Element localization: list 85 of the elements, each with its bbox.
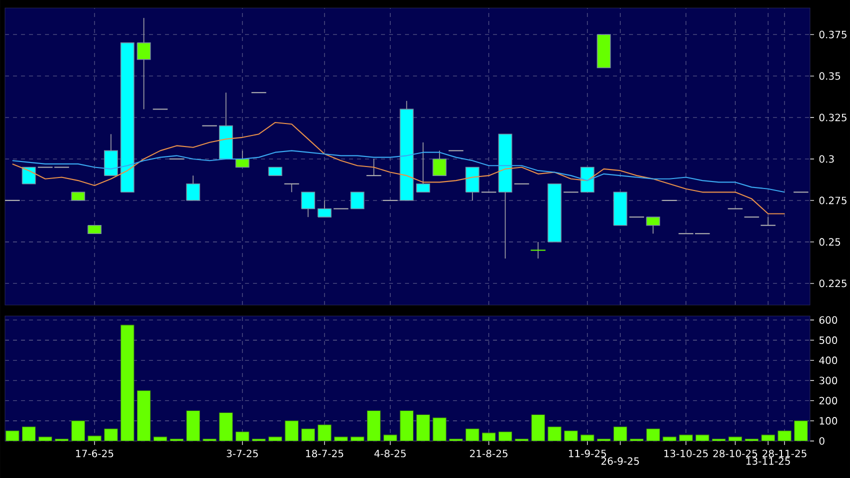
bar <box>662 436 676 441</box>
candlestick <box>301 192 316 218</box>
y-tick-label: 0.225 <box>819 280 846 288</box>
bar <box>284 420 299 441</box>
x-tick-label: 17-6-25 <box>76 450 114 458</box>
bar <box>498 432 512 441</box>
candlestick <box>366 158 382 176</box>
candlestick <box>432 150 447 176</box>
candlestick <box>548 183 562 242</box>
bar <box>679 434 693 441</box>
bar <box>613 426 628 441</box>
x-tick-label: 11-9-25 <box>568 450 606 458</box>
bar <box>580 434 594 441</box>
y-tick-label: 500 <box>819 336 838 344</box>
y-tick-label: 100 <box>820 417 838 425</box>
candlestick <box>136 18 151 110</box>
x-tick-label: 4-8-25 <box>374 450 406 458</box>
candlestick <box>530 242 546 259</box>
bar <box>104 428 118 441</box>
candlestick <box>88 224 102 234</box>
candlestick <box>613 192 628 226</box>
y-tick-label: 400 <box>819 356 838 364</box>
bar <box>22 426 36 441</box>
x-tick-label: 28-10-25 <box>713 450 758 458</box>
bar <box>334 436 348 441</box>
candlestick <box>186 175 200 201</box>
candlestick <box>646 216 660 234</box>
bar <box>88 436 102 441</box>
x-tick-label: 3-7-25 <box>226 450 258 458</box>
candlestick <box>580 166 594 193</box>
bar <box>794 420 808 441</box>
y-tick-label: 0.275 <box>819 196 846 204</box>
bar <box>318 424 332 441</box>
candlestick <box>318 200 332 218</box>
bar <box>350 436 364 441</box>
candlestick <box>235 150 250 168</box>
bar <box>400 410 414 441</box>
candlestick <box>760 216 776 226</box>
bar <box>236 432 250 441</box>
y-tick-label: 0.325 <box>819 114 846 122</box>
y-tick-label: 0 <box>819 437 824 445</box>
bar <box>383 434 398 441</box>
bar <box>696 434 710 441</box>
bar <box>136 390 151 441</box>
x-tick-label: 21-8-25 <box>470 450 508 458</box>
bar <box>366 410 381 441</box>
y-tick-label: 300 <box>819 376 838 384</box>
bar <box>268 436 282 441</box>
x-tick-label: 18-7-25 <box>306 450 344 458</box>
bar <box>778 430 792 441</box>
bar <box>466 428 480 441</box>
bar <box>646 428 660 441</box>
bar <box>153 436 168 441</box>
bar <box>761 434 775 441</box>
y-tick-label: 0.35 <box>819 72 840 80</box>
candlestick <box>71 192 86 201</box>
y-tick-label: 0.3 <box>819 155 834 163</box>
bar <box>120 324 134 441</box>
bar <box>186 410 200 441</box>
bar <box>38 436 52 441</box>
candlestick <box>596 34 611 68</box>
bar <box>219 412 233 441</box>
x-tick-label: 13-10-25 <box>664 450 708 458</box>
candlestick <box>22 166 36 184</box>
y-tick-label: 600 <box>819 316 838 324</box>
bar <box>531 414 545 441</box>
bar <box>548 426 562 441</box>
y-tick-label: 0.375 <box>819 30 846 38</box>
x-tick-label: 13-11-25 <box>746 457 790 465</box>
bar <box>564 430 578 441</box>
bar <box>6 430 20 441</box>
x-tick-label: 26-9-25 <box>601 457 639 465</box>
candlestick <box>350 192 364 210</box>
bar <box>71 420 85 441</box>
bar <box>301 428 315 441</box>
bar <box>482 432 496 441</box>
y-tick-label: 0.25 <box>819 238 840 246</box>
y-tick-label: 200 <box>819 396 838 404</box>
bar <box>432 418 446 441</box>
candlestick <box>416 142 430 193</box>
x-tick-label: 28-11-25 <box>762 450 806 458</box>
candlestick <box>268 166 282 176</box>
bar <box>728 436 742 441</box>
candlestick <box>120 42 134 193</box>
bar <box>416 414 430 441</box>
